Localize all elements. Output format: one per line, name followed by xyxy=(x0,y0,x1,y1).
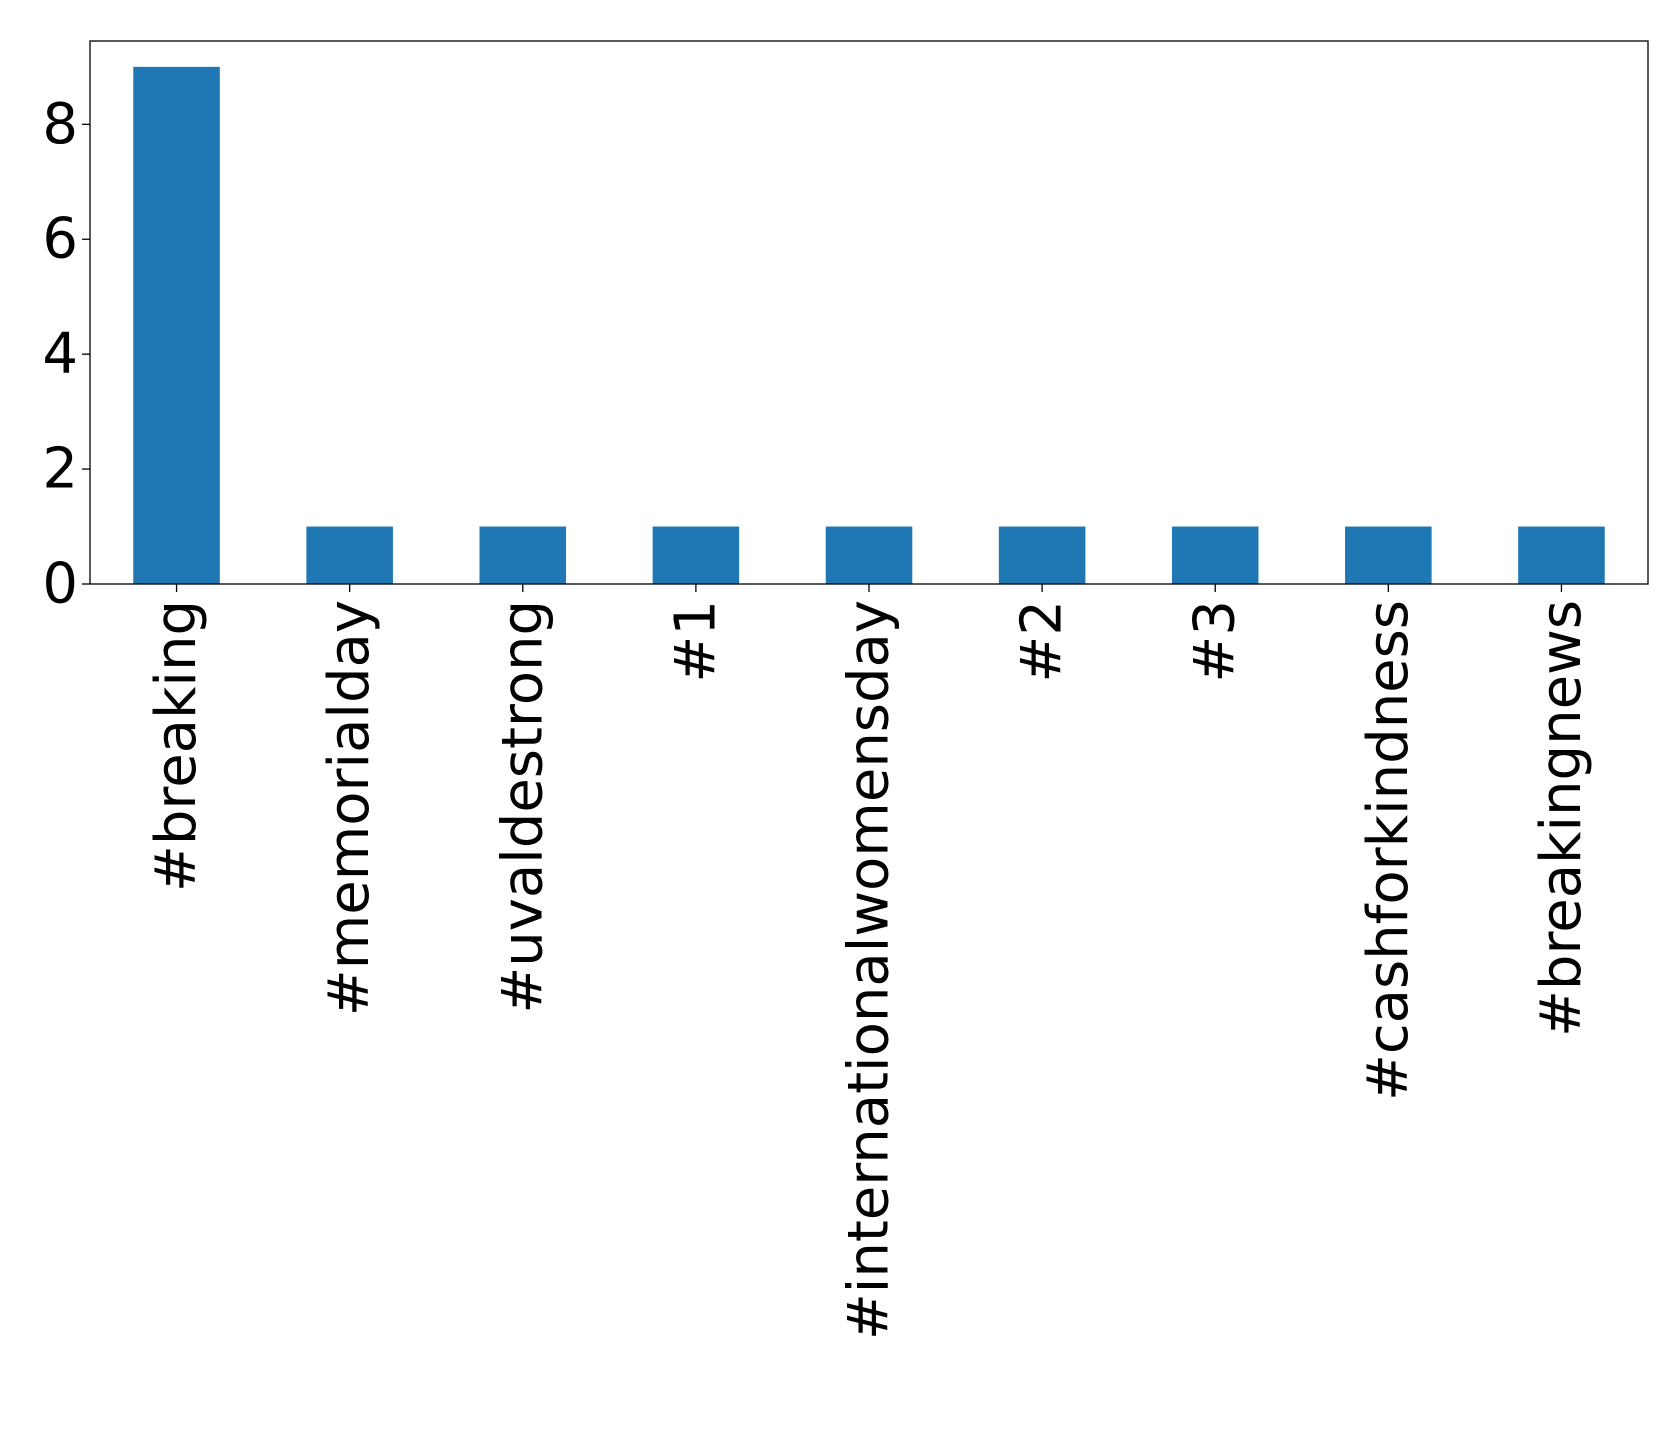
bar xyxy=(998,526,1086,584)
x-axis: #breaking #memorialday #uvaldestrong #1 #int… xyxy=(144,584,1594,1340)
bar xyxy=(1345,526,1432,584)
y-axis: 0 2 4 6 8 xyxy=(42,92,90,617)
y-tick-label: 0 xyxy=(42,552,78,617)
bar xyxy=(1171,526,1259,584)
x-tick-label: #uvaldestrong xyxy=(490,600,555,1014)
bar xyxy=(479,526,567,584)
plot-frame xyxy=(89,40,1649,585)
y-tick-label: 4 xyxy=(42,322,78,387)
x-tick-label: #1 xyxy=(663,600,728,683)
bars-group xyxy=(133,66,1605,585)
bar xyxy=(1518,526,1605,584)
x-tick-label: #2 xyxy=(1010,600,1075,683)
bar xyxy=(652,526,740,584)
x-tick-label: #memorialday xyxy=(317,600,382,1016)
y-tick-label: 8 xyxy=(42,92,78,157)
x-tick-label: #3 xyxy=(1183,600,1248,683)
x-tick-label: #breakingnews xyxy=(1529,600,1594,1037)
x-tick-label: #breaking xyxy=(144,600,209,892)
x-tick-label: #cashforkindness xyxy=(1356,600,1421,1101)
y-tick-label: 6 xyxy=(42,207,78,272)
bar xyxy=(133,66,220,585)
x-tick-label: #internationalwomensday xyxy=(837,600,902,1340)
bar xyxy=(825,526,913,584)
bar xyxy=(306,526,393,584)
y-tick-label: 2 xyxy=(42,437,78,502)
